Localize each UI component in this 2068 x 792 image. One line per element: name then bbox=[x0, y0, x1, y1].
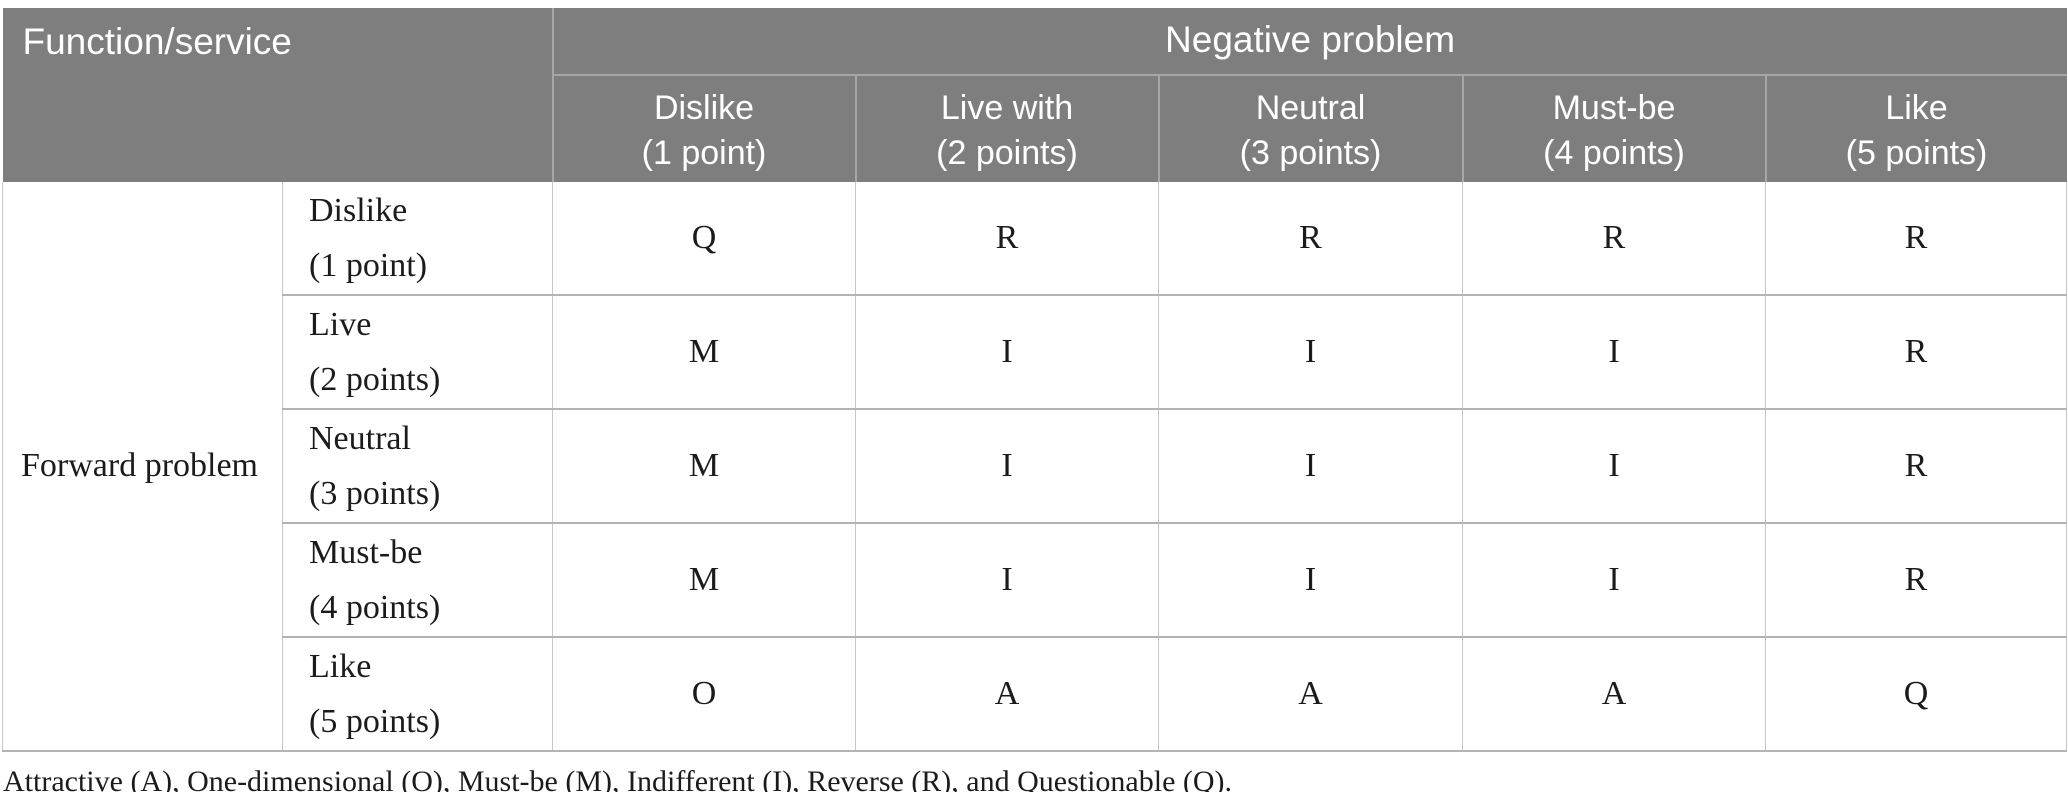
col-header-label: Like bbox=[1885, 88, 1948, 127]
matrix-cell: I bbox=[855, 294, 1160, 409]
row-label-text: Must-be bbox=[309, 534, 423, 571]
col-header-label: Dislike bbox=[653, 88, 755, 127]
row-label-subtext: (5 points) bbox=[309, 703, 441, 740]
table-row: Like (5 points) O A A A Q bbox=[3, 636, 2068, 752]
matrix-cell: I bbox=[855, 522, 1160, 637]
matrix-cell: R bbox=[1765, 522, 2068, 637]
col-header-sublabel: (2 points) bbox=[936, 133, 1078, 172]
row-label-must-be: Must-be (4 points) bbox=[281, 522, 554, 637]
table-row: Live (2 points) M I I I R bbox=[3, 294, 2068, 409]
matrix-cell: R bbox=[1765, 182, 2068, 295]
matrix-cell: A bbox=[1462, 636, 1767, 752]
matrix-cell: I bbox=[1158, 294, 1464, 409]
row-label-subtext: (3 points) bbox=[309, 475, 441, 512]
row-label-dislike: Dislike (1 point) bbox=[281, 182, 554, 295]
col-header-must-be: Must-be (4 points) bbox=[1461, 75, 1766, 182]
col-header-label: Live with bbox=[940, 88, 1074, 127]
matrix-cell: R bbox=[1158, 182, 1464, 295]
col-header-label: Neutral bbox=[1255, 88, 1366, 127]
matrix-cell: I bbox=[1158, 522, 1464, 637]
matrix-cell: R bbox=[1462, 182, 1767, 295]
matrix-cell: Q bbox=[552, 182, 857, 295]
col-header-like: Like (5 points) bbox=[1764, 75, 2067, 182]
matrix-cell: M bbox=[552, 522, 857, 637]
matrix-cell: R bbox=[855, 182, 1160, 295]
row-label-text: Dislike bbox=[309, 192, 408, 229]
col-header-sublabel: (3 points) bbox=[1239, 133, 1382, 172]
table-row: Must-be (4 points) M I I I R bbox=[3, 522, 2068, 637]
table-row: Neutral (3 points) M I I I R bbox=[3, 408, 2068, 523]
row-label-text: Neutral bbox=[309, 420, 411, 457]
col-header-live-with: Live with (2 points) bbox=[854, 75, 1159, 182]
row-label-like: Like (5 points) bbox=[281, 636, 554, 752]
header-function-service: Function/service bbox=[2, 8, 554, 182]
header-negative-problem: Negative problem bbox=[552, 8, 2067, 76]
matrix-cell: M bbox=[552, 294, 857, 409]
matrix-cell: R bbox=[1765, 408, 2068, 523]
row-label-live: Live (2 points) bbox=[281, 294, 554, 409]
row-label-text: Like bbox=[309, 648, 372, 685]
col-header-sublabel: (1 point) bbox=[641, 133, 767, 172]
row-label-text: Live bbox=[309, 306, 372, 343]
col-header-neutral: Neutral (3 points) bbox=[1157, 75, 1463, 182]
matrix-cell: I bbox=[1462, 408, 1767, 523]
matrix-cell: I bbox=[855, 408, 1160, 523]
col-header-label: Must-be bbox=[1552, 88, 1676, 127]
row-label-subtext: (2 points) bbox=[309, 361, 441, 398]
row-label-subtext: (4 points) bbox=[309, 589, 441, 626]
col-header-sublabel: (4 points) bbox=[1543, 133, 1685, 172]
matrix-cell: A bbox=[855, 636, 1160, 752]
col-header-dislike: Dislike (1 point) bbox=[552, 75, 856, 182]
matrix-cell: R bbox=[1765, 294, 2068, 409]
row-group-forward-problem: Forward problem bbox=[2, 182, 283, 752]
matrix-cell: I bbox=[1462, 522, 1767, 637]
matrix-cell: M bbox=[552, 408, 857, 523]
table-row: Forward problem Dislike (1 point) Q R R … bbox=[2, 182, 2068, 752]
matrix-cell: Q bbox=[1765, 636, 2068, 752]
matrix-cell: I bbox=[1158, 408, 1464, 523]
row-label-neutral: Neutral (3 points) bbox=[281, 408, 554, 523]
table-footnote: Attractive (A), One-dimensional (O), Mus… bbox=[3, 765, 1233, 792]
matrix-cell: O bbox=[552, 636, 857, 752]
matrix-cell: A bbox=[1158, 636, 1464, 752]
row-label-subtext: (1 point) bbox=[309, 247, 428, 284]
col-header-sublabel: (5 points) bbox=[1845, 133, 1988, 172]
matrix-cell: I bbox=[1462, 294, 1767, 409]
kano-evaluation-table: Function/service Negative problem Dislik… bbox=[2, 8, 2068, 752]
